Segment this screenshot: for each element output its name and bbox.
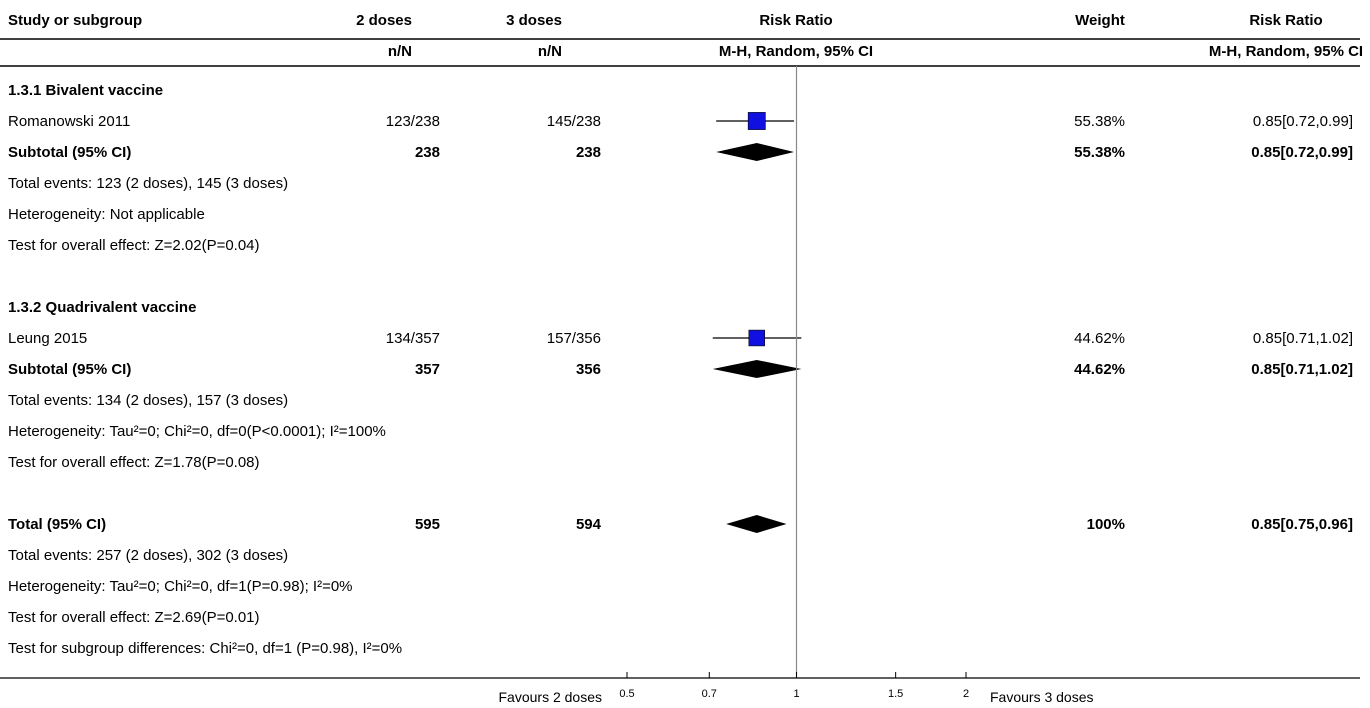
axis-tick-label: 1 [793,688,799,700]
row-weight: 100% [1087,516,1125,533]
row-group1: 357 [415,361,440,378]
row-group1: 238 [415,144,440,161]
table-rows: 1.3.1 Bivalent vaccine Romanowski 2011 123… [8,82,1353,657]
row-ci: 0.85[0.72,0.99] [1251,144,1353,161]
header-weight: Weight [1075,12,1125,29]
row-weight: 55.38% [1074,144,1125,161]
row-weight: 44.62% [1074,361,1125,378]
axis-tick-label: 1.5 [888,688,903,700]
row-group2: 157/356 [547,330,601,347]
row-ci: 0.85[0.71,1.02] [1251,361,1353,378]
row-ci: 0.85[0.75,0.96] [1251,516,1353,533]
row-group1: 123/238 [386,113,440,130]
row-label: Subtotal (95% CI) [8,144,131,161]
pooled-diamond [726,515,787,533]
row-label: Heterogeneity: Tau²=0; Chi²=0, df=0(P<0.… [8,423,386,440]
row-label: 1.3.2 Quadrivalent vaccine [8,299,196,316]
header-effect-sub: M-H, Random, 95% CI [719,43,873,60]
header-study: Study or subgroup [8,12,142,29]
favours-left-label: Favours 2 doses [499,689,603,705]
study-marker [748,329,765,347]
row-group1: 134/357 [386,330,440,347]
row-group2: 238 [576,144,601,161]
effect-axis: 0.5 0.7 1 1.5 2 [0,66,1360,700]
header-effect-title: Risk Ratio [759,12,832,29]
row-label: Test for subgroup differences: Chi²=0, d… [8,640,402,657]
row-label: Total (95% CI) [8,516,106,533]
row-label: Total events: 123 (2 doses), 145 (3 dose… [8,175,288,192]
axis-tick-label: 2 [963,688,969,700]
row-label: Heterogeneity: Tau²=0; Chi²=0, df=1(P=0.… [8,578,353,595]
study-marker [747,112,766,130]
row-label: Subtotal (95% CI) [8,361,131,378]
header-group1-sub: n/N [388,43,412,60]
axis-tick-label: 0.5 [619,688,634,700]
row-label: Leung 2015 [8,330,87,347]
header-group2: 3 doses [506,12,562,29]
header-group2-sub: n/N [538,43,562,60]
pooled-diamond [712,360,802,378]
row-label: Total events: 257 (2 doses), 302 (3 dose… [8,547,288,564]
row-group2: 594 [576,516,602,533]
header-ci-title: Risk Ratio [1249,12,1322,29]
row-weight: 55.38% [1074,113,1125,130]
row-label: Total events: 134 (2 doses), 157 (3 dose… [8,392,288,409]
header-group1: 2 doses [356,12,412,29]
pooled-diamond [716,143,795,161]
effect-marks [712,112,802,533]
row-label: Heterogeneity: Not applicable [8,206,205,223]
favours-right-label: Favours 3 doses [990,689,1094,705]
row-label: Test for overall effect: Z=2.69(P=0.01) [8,609,260,626]
row-label: Test for overall effect: Z=2.02(P=0.04) [8,237,260,254]
row-group2: 356 [576,361,601,378]
row-weight: 44.62% [1074,330,1125,347]
row-group1: 595 [415,516,440,533]
axis-tick-label: 0.7 [702,688,717,700]
row-group2: 145/238 [547,113,601,130]
row-label: Romanowski 2011 [8,113,130,130]
header-ci-sub: M-H, Random, 95% CI [1209,43,1363,60]
row-label: Test for overall effect: Z=1.78(P=0.08) [8,454,260,471]
row-ci: 0.85[0.72,0.99] [1253,113,1353,130]
row-ci: 0.85[0.71,1.02] [1253,330,1353,347]
row-label: 1.3.1 Bivalent vaccine [8,82,163,99]
